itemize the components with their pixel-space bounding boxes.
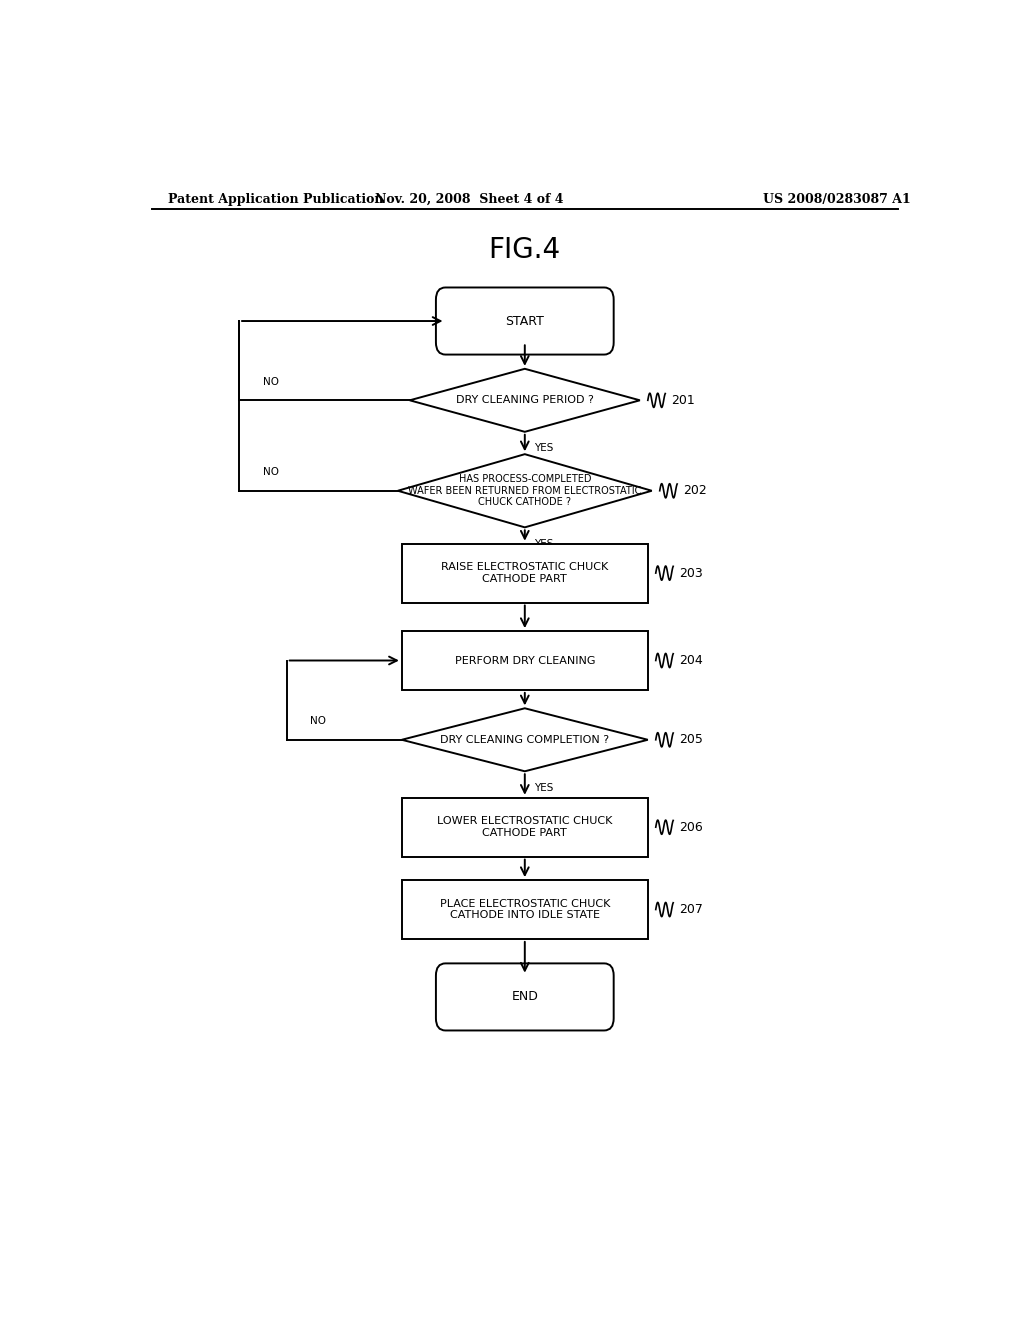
Text: 201: 201: [672, 393, 695, 407]
Text: YES: YES: [535, 539, 554, 549]
Bar: [401, 631, 648, 690]
Text: PLACE ELECTROSTATIC CHUCK
CATHODE INTO IDLE STATE: PLACE ELECTROSTATIC CHUCK CATHODE INTO I…: [439, 899, 610, 920]
Text: NO: NO: [310, 717, 327, 726]
Bar: [401, 544, 648, 602]
Text: START: START: [506, 314, 544, 327]
Text: NO: NO: [263, 467, 279, 478]
Text: 203: 203: [680, 566, 703, 579]
Text: NO: NO: [263, 378, 279, 387]
Bar: [401, 797, 648, 857]
Text: YES: YES: [535, 783, 554, 792]
Polygon shape: [397, 454, 652, 528]
Polygon shape: [401, 709, 648, 771]
Text: PERFORM DRY CLEANING: PERFORM DRY CLEANING: [455, 656, 595, 665]
Text: Nov. 20, 2008  Sheet 4 of 4: Nov. 20, 2008 Sheet 4 of 4: [375, 193, 563, 206]
Text: US 2008/0283087 A1: US 2008/0283087 A1: [763, 193, 910, 206]
Text: 207: 207: [680, 903, 703, 916]
Bar: [401, 880, 648, 939]
Text: RAISE ELECTROSTATIC CHUCK
CATHODE PART: RAISE ELECTROSTATIC CHUCK CATHODE PART: [441, 562, 608, 583]
FancyBboxPatch shape: [436, 964, 613, 1031]
Text: YES: YES: [535, 444, 554, 453]
Text: 204: 204: [680, 653, 703, 667]
Text: 206: 206: [680, 821, 703, 834]
Text: 202: 202: [684, 484, 708, 498]
Text: 205: 205: [680, 734, 703, 746]
Text: LOWER ELECTROSTATIC CHUCK
CATHODE PART: LOWER ELECTROSTATIC CHUCK CATHODE PART: [437, 816, 612, 838]
Text: END: END: [511, 990, 539, 1003]
Text: DRY CLEANING COMPLETION ?: DRY CLEANING COMPLETION ?: [440, 735, 609, 744]
Text: Patent Application Publication: Patent Application Publication: [168, 193, 383, 206]
Polygon shape: [410, 368, 640, 432]
Text: FIG.4: FIG.4: [488, 236, 561, 264]
Text: DRY CLEANING PERIOD ?: DRY CLEANING PERIOD ?: [456, 395, 594, 405]
Text: HAS PROCESS-COMPLETED
WAFER BEEN RETURNED FROM ELECTROSTATIC
CHUCK CATHODE ?: HAS PROCESS-COMPLETED WAFER BEEN RETURNE…: [409, 474, 641, 507]
FancyBboxPatch shape: [436, 288, 613, 355]
